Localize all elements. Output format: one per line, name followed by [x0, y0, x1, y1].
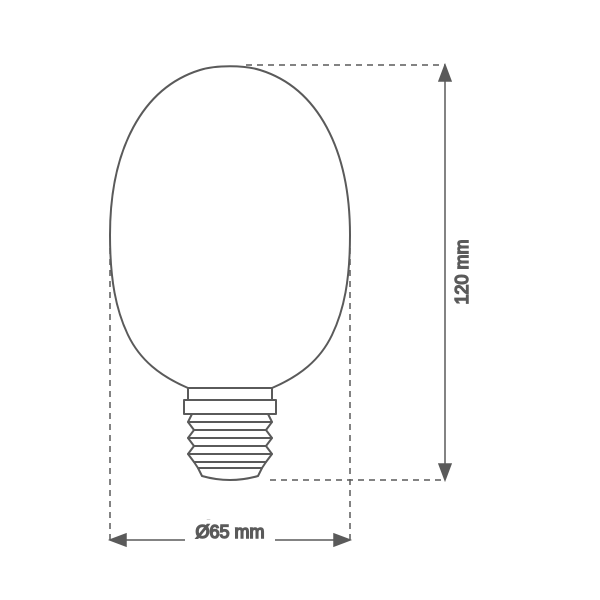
- width-label-text: Ø65 mm: [195, 522, 264, 542]
- bulb-screw-base: [188, 414, 272, 468]
- width-dimension: Ø65 mm: [110, 248, 350, 546]
- dimension-annotations: Ø65 mm Ø65 mm 120 mm: [110, 65, 472, 546]
- bulb-collar: [184, 400, 276, 414]
- height-dimension: 120 mm: [246, 65, 472, 480]
- bulb-dimension-diagram: Ø65 mm Ø65 mm 120 mm: [0, 0, 600, 600]
- bulb-contact: [198, 468, 262, 480]
- bulb-neck: [188, 388, 272, 400]
- bulb-drawing: [110, 66, 350, 480]
- bulb-globe: [110, 66, 350, 388]
- height-label-text: 120 mm: [452, 239, 472, 304]
